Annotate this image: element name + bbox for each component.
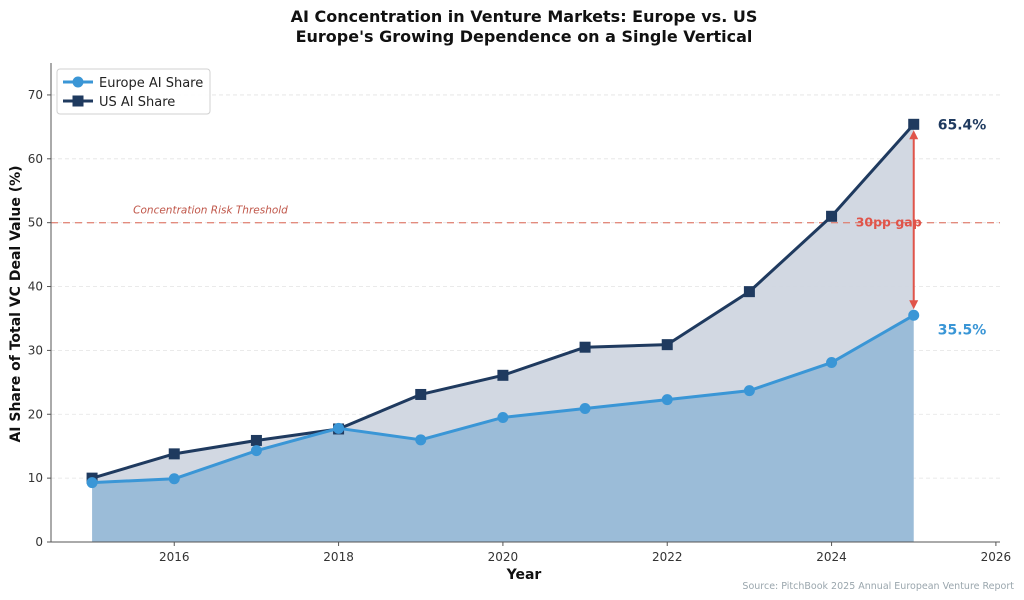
y-tick-label: 30 (28, 343, 43, 357)
gap-label: 30pp gap (856, 215, 922, 230)
gap-area-fill (92, 124, 914, 483)
legend-box (56, 68, 211, 115)
europe-point (579, 403, 591, 415)
y-tick-label: 60 (28, 152, 43, 166)
europe-point (86, 477, 98, 489)
legend-europe-label: Europe AI Share (99, 76, 203, 91)
threshold-line-group: Concentration Risk Threshold (51, 205, 1000, 224)
europe-point (497, 411, 509, 423)
legend-us-marker (72, 95, 84, 107)
us-point (826, 210, 838, 222)
legend-us-label: US AI Share (99, 95, 175, 110)
y-tick-label: 40 (28, 280, 43, 294)
europe-point (743, 385, 755, 397)
legend: Europe AI Share US AI Share (56, 68, 211, 115)
x-tick-label: 2016 (159, 550, 190, 564)
europe-point (661, 394, 673, 406)
x-tick-label: 2020 (488, 550, 519, 564)
end-value-label: 65.4% (938, 117, 987, 133)
annotations: 30pp gap 65.4% 35.5% (856, 117, 987, 338)
chart-subtitle: Europe's Growing Dependence on a Single … (296, 27, 753, 46)
europe-point (908, 309, 920, 321)
x-tick-label: 2022 (652, 550, 683, 564)
legend-europe-marker (72, 76, 84, 88)
x-axis-label: Year (506, 567, 542, 583)
us-point (168, 448, 180, 460)
threshold-label: Concentration Risk Threshold (133, 205, 288, 217)
gap-arrow-head-down (909, 300, 919, 310)
y-tick-label: 0 (35, 535, 43, 549)
axes: 0 10 20 30 40 50 60 70 2016 2018 2020 2022 2024 2026 (28, 63, 1011, 564)
europe-point (250, 445, 262, 457)
source-note: Source: PitchBook 2025 Annual European V… (742, 581, 1014, 592)
series-lines (86, 118, 920, 489)
y-tick-label: 10 (28, 471, 43, 485)
chart-title: AI Concentration in Venture Markets: Eur… (291, 7, 758, 26)
y-tick-label: 50 (28, 216, 43, 230)
x-tick-label: 2026 (981, 550, 1012, 564)
us-point (579, 341, 591, 353)
us-point (250, 434, 262, 446)
us-point (908, 118, 920, 130)
europe-point (168, 473, 180, 485)
us-point (743, 286, 755, 298)
gap-arrow-head-up (909, 130, 919, 140)
europe-point (826, 357, 838, 369)
y-tick-label: 70 (28, 88, 43, 102)
x-tick-label: 2018 (323, 550, 354, 564)
us-point (415, 388, 427, 400)
y-tick-label: 20 (28, 407, 43, 421)
x-tick-label: 2024 (816, 550, 847, 564)
europe-point (333, 422, 345, 434)
us-point (661, 339, 673, 351)
europe-area-fill (92, 315, 914, 542)
europe-point (415, 434, 427, 446)
end-value-label: 35.5% (938, 322, 987, 338)
y-axis-label: AI Share of Total VC Deal Value (%) (8, 165, 24, 442)
area-fills (92, 124, 914, 542)
us-point (497, 369, 509, 381)
